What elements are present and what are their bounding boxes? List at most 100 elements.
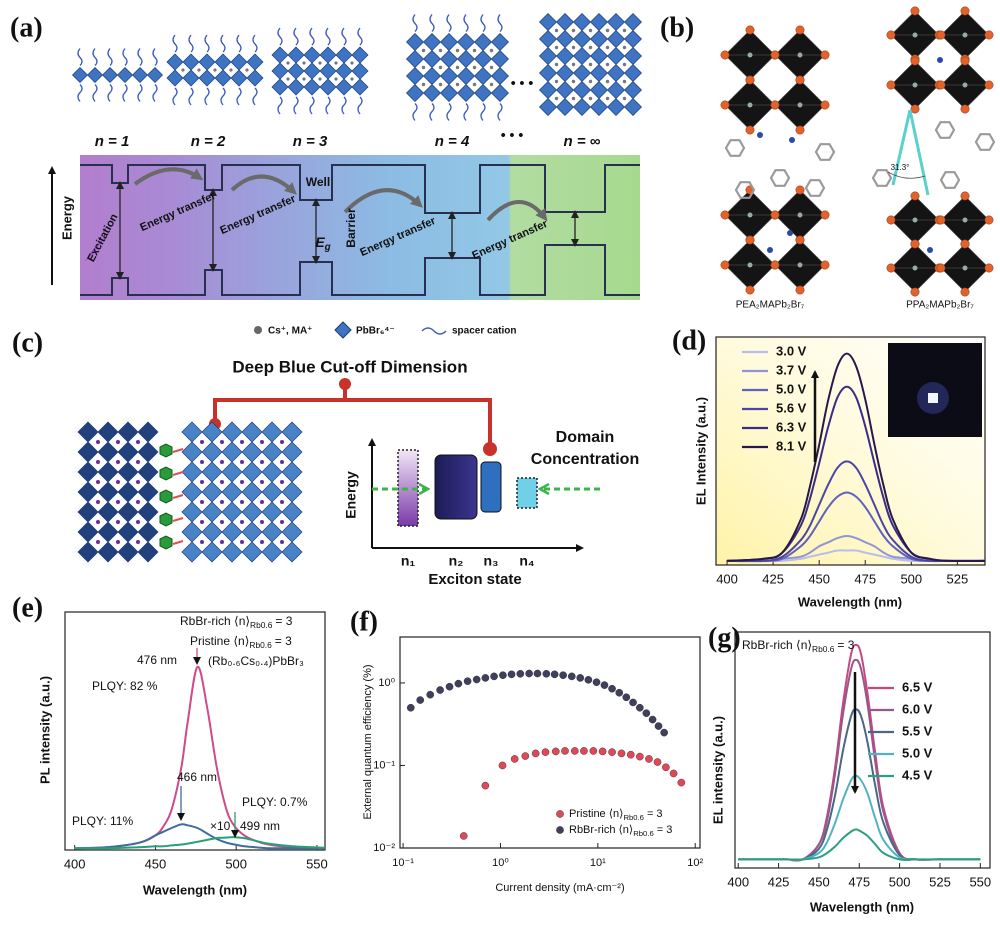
- series-line: [74, 836, 326, 850]
- x-tick-label: 500: [225, 856, 247, 871]
- data-point: [481, 781, 490, 790]
- spacer-cation: [463, 103, 469, 121]
- data-point: [645, 755, 653, 763]
- cation-core: [220, 460, 224, 464]
- octahedron: [556, 98, 574, 116]
- data-point: [592, 678, 601, 687]
- cation-core: [213, 68, 217, 72]
- spacer-cation: [309, 96, 315, 115]
- data-point: [576, 674, 585, 682]
- structure-caption: PPA₂MAPb₂Br₇: [906, 300, 974, 311]
- device-pixel: [928, 393, 938, 403]
- bromide: [910, 56, 920, 66]
- cation-core: [334, 61, 338, 65]
- x-tick-label: 400: [64, 856, 86, 871]
- octahedron: [72, 67, 88, 83]
- cutoff-title: Deep Blue Cut-off Dimension: [232, 357, 467, 376]
- bromide: [720, 210, 730, 220]
- spacer-cation: [277, 27, 283, 46]
- lead: [912, 82, 918, 88]
- cation-core: [96, 480, 100, 484]
- bromide: [886, 215, 896, 225]
- data-point: [531, 749, 540, 758]
- cation-core: [302, 77, 306, 81]
- cation-core: [280, 520, 284, 524]
- angle-arc: [887, 171, 926, 179]
- bromide: [936, 80, 946, 90]
- octahedron: [590, 98, 608, 116]
- cation-core: [588, 62, 593, 67]
- series-line: [727, 352, 986, 563]
- state-y-label: Energy: [343, 471, 359, 519]
- data-point: [436, 686, 444, 694]
- cation-core: [240, 540, 244, 544]
- series-annotation: RbBr-rich ⟨n⟩Rb0.6 = 3: [742, 638, 855, 654]
- spacer-cation: [172, 87, 178, 106]
- cation-core: [136, 540, 140, 544]
- cation-core: [421, 65, 426, 70]
- legend-label: 6.3 V: [776, 419, 807, 434]
- data-point: [669, 769, 678, 778]
- bromide: [960, 104, 970, 114]
- lead: [747, 52, 753, 58]
- data-point: [521, 752, 530, 760]
- data-point: [589, 747, 598, 755]
- panel-label: (a): [10, 12, 43, 43]
- spacer-bond: [172, 517, 184, 522]
- spacer-cation: [122, 84, 128, 102]
- plot-frame: [715, 336, 986, 566]
- ammonium: [789, 137, 795, 143]
- cation-core: [622, 79, 627, 84]
- spacer-molecule: [159, 512, 173, 527]
- bromide: [886, 263, 896, 273]
- legend-label-part: Pristine ⟨n⟩: [569, 808, 623, 820]
- lead: [912, 32, 918, 38]
- cation-core: [472, 48, 477, 53]
- ammonium: [767, 247, 773, 253]
- cation-core: [571, 79, 576, 84]
- cation-core: [489, 48, 494, 53]
- cation-core: [260, 460, 264, 464]
- cation-core: [116, 440, 120, 444]
- series-line: [738, 828, 981, 861]
- bromide: [770, 50, 780, 60]
- annotation: PLQY: 82 %: [92, 679, 158, 693]
- n-label: n = 1: [95, 133, 130, 150]
- panel-label: (c): [12, 327, 43, 358]
- cation-core: [571, 45, 576, 50]
- bromide: [770, 210, 780, 220]
- bromide: [984, 80, 994, 90]
- data-point: [516, 669, 525, 678]
- domain-label: Domain: [556, 429, 615, 446]
- data-point: [542, 669, 551, 678]
- cation-core: [489, 65, 494, 70]
- spacer-cation: [357, 96, 363, 115]
- octahedron: [214, 69, 232, 87]
- bromide: [886, 30, 896, 40]
- spacer-molecule: [159, 535, 173, 550]
- state-n2: [434, 454, 478, 520]
- transfer-arrow: [230, 174, 297, 195]
- spacer-cation: [172, 34, 178, 53]
- bromide: [720, 100, 730, 110]
- state-n3: [480, 461, 502, 513]
- spacer-cation: [497, 14, 503, 32]
- data-point: [559, 671, 567, 680]
- data-point: [561, 747, 569, 755]
- data-point: [499, 671, 507, 680]
- bracket-node: [483, 442, 497, 456]
- lead: [747, 102, 753, 108]
- legend-label: 3.7 V: [776, 362, 807, 377]
- lead: [912, 217, 918, 223]
- series-line: [738, 774, 981, 861]
- cation-core: [96, 440, 100, 444]
- spacer-bond: [172, 540, 184, 545]
- x-tick-label: 400: [727, 874, 749, 889]
- data-point: [472, 675, 481, 684]
- data-point: [490, 672, 498, 681]
- cation-core: [245, 68, 249, 72]
- cation-core: [605, 79, 610, 84]
- spacer-cation: [341, 96, 347, 115]
- x-tick-label: 425: [762, 571, 784, 586]
- lead: [962, 265, 968, 271]
